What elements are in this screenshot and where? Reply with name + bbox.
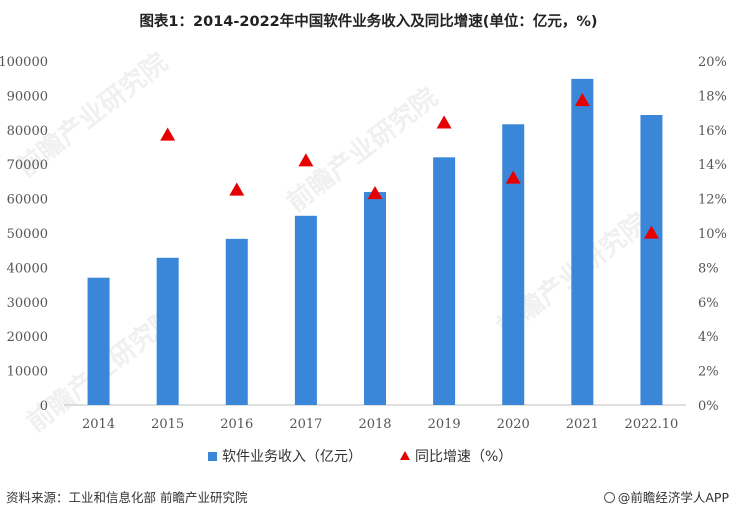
- y-left-tick-label: 30000: [7, 296, 48, 311]
- chart-title: 图表1：2014-2022年中国软件业务收入及同比增速(单位：亿元，%): [139, 14, 598, 30]
- y-left-tick-label: 10000: [7, 365, 48, 380]
- y-left-tick-label: 70000: [7, 158, 48, 173]
- x-tick-label: 2019: [428, 417, 461, 432]
- y-left-tick-label: 0: [40, 399, 48, 414]
- y-right-tick-label: 12%: [698, 193, 727, 208]
- y-right-tick-label: 14%: [698, 158, 727, 173]
- y-right-tick-label: 4%: [698, 330, 719, 345]
- y-right-tick-label: 6%: [698, 296, 719, 311]
- growth-rate-marker: [505, 170, 521, 184]
- revenue-bar: [571, 78, 594, 405]
- brand-label: @前瞻经济学人APP: [603, 487, 729, 506]
- x-tick-label: 2014: [82, 417, 115, 432]
- y-right-tick-label: 20%: [698, 55, 727, 70]
- growth-rate-marker: [298, 153, 314, 167]
- y-left-tick-label: 90000: [7, 89, 48, 104]
- revenue-bar: [225, 238, 248, 405]
- revenue-bar: [433, 157, 456, 405]
- growth-rate-marker: [160, 127, 176, 141]
- y-left-tick-label: 100000: [0, 55, 48, 70]
- y-right-tick-label: 10%: [698, 227, 727, 242]
- y-right-tick-label: 18%: [698, 89, 727, 104]
- y-left-tick-label: 60000: [7, 193, 48, 208]
- x-tick-label: 2020: [497, 417, 530, 432]
- revenue-bar: [364, 192, 386, 405]
- x-tick-label: 2016: [220, 417, 253, 432]
- y-right-tick-label: 16%: [698, 124, 727, 139]
- y-right-tick-label: 2%: [698, 365, 719, 380]
- growth-rate-marker: [574, 93, 590, 107]
- x-tick-label: 2021: [566, 417, 599, 432]
- x-tick-label: 2017: [289, 417, 322, 432]
- x-tick-label: 2022.10: [625, 417, 679, 432]
- revenue-bar: [87, 277, 110, 405]
- growth-rate-marker: [229, 182, 245, 196]
- growth-rate-marker: [367, 185, 383, 200]
- legend-label-revenue: 软件业务收入（亿元）: [222, 449, 362, 465]
- revenue-bar: [502, 124, 525, 406]
- growth-rate-marker: [436, 115, 452, 129]
- legend-item-revenue: 软件业务收入（亿元）: [208, 446, 362, 466]
- y-left-tick-label: 40000: [7, 261, 48, 276]
- revenue-bar: [640, 115, 663, 406]
- revenue-bar: [294, 215, 317, 405]
- revenue-bar: [156, 257, 179, 405]
- legend-item-growth: 同比增速（%）: [400, 446, 512, 466]
- y-left-tick-label: 50000: [7, 227, 48, 242]
- brand-text: @前瞻经济学人APP: [617, 490, 729, 505]
- x-tick-label: 2015: [151, 417, 184, 432]
- source-note: 资料来源：工业和信息化部 前瞻产业研究院: [6, 490, 248, 505]
- x-tick-label: 2018: [358, 417, 391, 432]
- y-left-tick-label: 80000: [7, 124, 48, 139]
- legend-label-growth: 同比增速（%）: [415, 449, 513, 465]
- brand-logo-icon: [603, 492, 615, 503]
- legend-triangle-swatch: [400, 451, 410, 460]
- y-right-tick-label: 0%: [698, 399, 719, 414]
- legend-bar-swatch: [208, 452, 217, 461]
- y-left-tick-label: 20000: [7, 330, 48, 345]
- growth-rate-marker: [643, 225, 659, 239]
- y-right-tick-label: 8%: [698, 261, 719, 276]
